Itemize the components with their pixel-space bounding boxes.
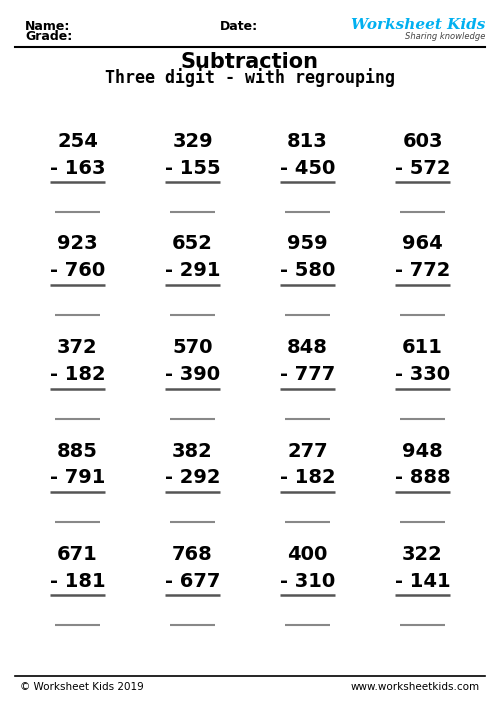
Text: 603: 603	[402, 132, 443, 151]
Text: - 330: - 330	[395, 366, 450, 384]
Text: 948: 948	[402, 442, 443, 460]
Text: - 580: - 580	[280, 262, 335, 280]
Text: Three digit - with regrouping: Three digit - with regrouping	[105, 69, 395, 87]
Text: - 181: - 181	[50, 572, 106, 590]
Text: 382: 382	[172, 442, 213, 460]
Text: Worksheet Kids: Worksheet Kids	[350, 18, 485, 32]
Text: 813: 813	[287, 132, 328, 151]
Text: 611: 611	[402, 339, 443, 357]
Text: © Worksheet Kids 2019: © Worksheet Kids 2019	[20, 682, 144, 692]
Text: 959: 959	[287, 235, 328, 253]
Text: www.worksheetkids.com: www.worksheetkids.com	[351, 682, 480, 692]
Text: Subtraction: Subtraction	[181, 52, 319, 72]
Text: - 310: - 310	[280, 572, 335, 590]
Text: - 155: - 155	[164, 159, 220, 177]
Text: 923: 923	[57, 235, 98, 253]
Text: 848: 848	[287, 339, 328, 357]
Text: - 760: - 760	[50, 262, 105, 280]
Text: - 390: - 390	[165, 366, 220, 384]
Text: - 791: - 791	[50, 469, 105, 487]
Text: 277: 277	[287, 442, 328, 460]
Text: - 163: - 163	[50, 159, 105, 177]
Text: - 450: - 450	[280, 159, 335, 177]
Text: Date:: Date:	[220, 21, 258, 33]
Text: 329: 329	[172, 132, 213, 151]
Text: 671: 671	[57, 545, 98, 563]
Text: 254: 254	[57, 132, 98, 151]
Text: - 182: - 182	[50, 366, 106, 384]
Text: - 888: - 888	[394, 469, 450, 487]
Text: - 572: - 572	[395, 159, 450, 177]
Text: Grade:: Grade:	[25, 30, 72, 43]
Text: - 291: - 291	[165, 262, 220, 280]
Text: 400: 400	[288, 545, 328, 563]
Text: 768: 768	[172, 545, 213, 563]
Text: 652: 652	[172, 235, 213, 253]
Text: - 182: - 182	[280, 469, 336, 487]
Text: 322: 322	[402, 545, 443, 563]
Text: - 141: - 141	[394, 572, 450, 590]
Text: - 772: - 772	[395, 262, 450, 280]
Text: 570: 570	[172, 339, 213, 357]
Text: Sharing knowledge: Sharing knowledge	[404, 33, 485, 41]
Text: 885: 885	[57, 442, 98, 460]
Text: - 677: - 677	[165, 572, 220, 590]
Text: 964: 964	[402, 235, 443, 253]
Text: Name:: Name:	[25, 21, 70, 33]
Text: 372: 372	[57, 339, 98, 357]
Text: - 292: - 292	[165, 469, 220, 487]
Text: - 777: - 777	[280, 366, 335, 384]
